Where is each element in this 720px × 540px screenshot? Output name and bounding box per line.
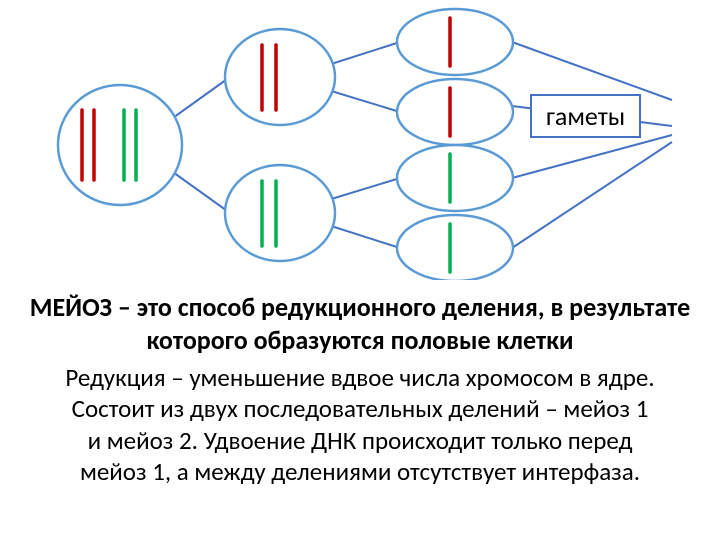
body-block: Редукция – уменьшение вдвое числа хромос… <box>0 362 720 487</box>
gametes-label: гаметы <box>530 94 641 138</box>
definition-text: МЕЙОЗ – это способ редукционного деления… <box>30 291 690 356</box>
gametes-label-text: гаметы <box>546 100 625 132</box>
meiosis-diagram <box>0 0 720 280</box>
definition-block: МЕЙОЗ – это способ редукционного деления… <box>0 291 720 356</box>
body-line-1: Редукция – уменьшение вдвое числа хромос… <box>0 362 720 393</box>
body-line-2: Состоит из двух последовательных делений… <box>0 393 720 424</box>
body-line-4: мейоз 1, а между делениями отсутствует и… <box>0 456 720 487</box>
body-line-3: и мейоз 2. Удвоение ДНК происходит тольк… <box>0 425 720 456</box>
